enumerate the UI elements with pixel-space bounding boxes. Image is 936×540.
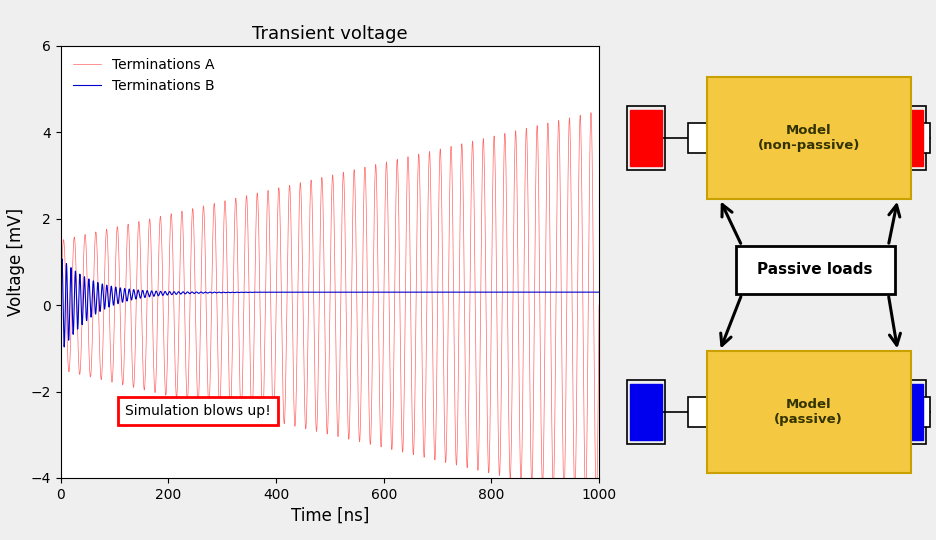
Bar bbox=[707, 77, 911, 199]
X-axis label: Time [ns]: Time [ns] bbox=[291, 507, 369, 525]
Terminations A bbox=[55, 302, 66, 308]
Text: Passive loads: Passive loads bbox=[757, 262, 872, 278]
Terminations A bbox=[161, 388, 172, 394]
Terminations B bbox=[565, 289, 577, 295]
Terminations B bbox=[88, 279, 99, 285]
Y-axis label: Voltage [mV]: Voltage [mV] bbox=[7, 208, 25, 316]
Terminations A bbox=[58, 237, 69, 244]
Bar bbox=[688, 123, 707, 153]
Text: Simulation blows up!: Simulation blows up! bbox=[125, 404, 271, 418]
Bar bbox=[891, 110, 923, 166]
Terminations A bbox=[78, 272, 89, 279]
Bar bbox=[911, 397, 929, 428]
Terminations A bbox=[591, 496, 602, 502]
Text: Model
(passive): Model (passive) bbox=[774, 398, 843, 426]
Terminations B bbox=[593, 289, 605, 295]
Bar bbox=[736, 246, 895, 294]
Terminations A bbox=[585, 110, 596, 116]
Bar bbox=[891, 384, 923, 440]
Title: Transient voltage: Transient voltage bbox=[252, 25, 408, 43]
Bar bbox=[707, 351, 911, 473]
Terminations A bbox=[318, 256, 329, 263]
Bar bbox=[888, 380, 927, 444]
Bar bbox=[911, 123, 929, 153]
Line: Terminations B: Terminations B bbox=[61, 259, 599, 347]
Text: Model
(non-passive): Model (non-passive) bbox=[757, 124, 860, 152]
Terminations B bbox=[58, 315, 69, 322]
Line: Terminations A: Terminations A bbox=[61, 113, 599, 499]
Terminations B bbox=[161, 291, 172, 297]
Terminations B bbox=[59, 344, 70, 350]
Bar bbox=[688, 397, 707, 428]
Terminations B bbox=[56, 255, 67, 262]
Terminations A bbox=[565, 150, 577, 157]
Terminations A bbox=[87, 306, 98, 313]
Bar bbox=[888, 106, 927, 170]
Terminations B bbox=[318, 289, 329, 295]
Terminations B bbox=[55, 302, 66, 308]
Terminations B bbox=[78, 298, 89, 304]
Bar bbox=[631, 110, 663, 166]
Terminations A bbox=[593, 302, 605, 308]
Bar bbox=[627, 380, 665, 444]
Bar bbox=[627, 106, 665, 170]
Legend: Terminations A, Terminations B: Terminations A, Terminations B bbox=[67, 53, 220, 99]
Bar bbox=[631, 384, 663, 440]
